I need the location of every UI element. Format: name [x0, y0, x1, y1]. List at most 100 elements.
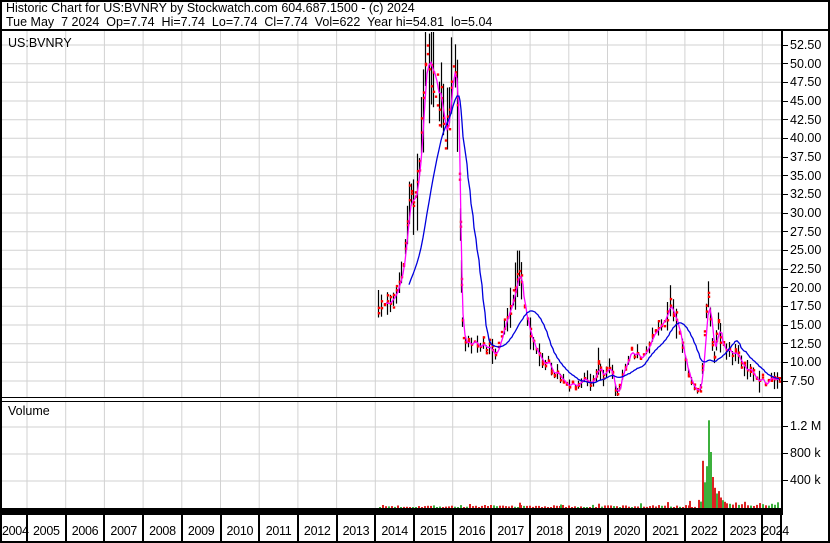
- year-divider: [374, 515, 377, 543]
- volume-tick-mark: [783, 452, 788, 454]
- volume-chart-plot: [2, 402, 781, 514]
- year-label: 2011: [265, 524, 292, 538]
- volume-tick-label: 400 k: [790, 473, 821, 487]
- price-tick-label: 52.50: [790, 38, 822, 52]
- price-tick-label: 35.00: [790, 168, 822, 183]
- volume-tick-label: 1.2 M: [790, 419, 822, 433]
- price-tick-mark: [783, 305, 788, 307]
- volume-axis: 1.2 M 800 k 400 k: [783, 401, 830, 513]
- chart-title: Historic Chart for US:BVNRY by Stockwatc…: [6, 1, 415, 15]
- price-axis: 52.50 50.00 47.50 45.00 42.50 40.00 37.50 35.00…: [783, 31, 830, 397]
- year-label: 2017: [497, 524, 525, 538]
- price-tick-label: 20.00: [790, 280, 822, 295]
- year-label: 2023: [729, 524, 757, 538]
- year-label: 2022: [690, 524, 718, 538]
- volume-tick-mark: [783, 425, 788, 427]
- year-divider: [683, 515, 686, 543]
- price-tick-label: 27.50: [790, 224, 822, 239]
- year-divider: [103, 515, 106, 543]
- price-tick-mark: [783, 249, 788, 251]
- year-label: 2014: [381, 524, 408, 538]
- year-divider: [567, 515, 570, 543]
- price-tick-mark: [783, 137, 788, 139]
- year-divider: [490, 515, 493, 543]
- volume-panel-label: Volume: [8, 404, 50, 418]
- volume-tick-mark: [783, 479, 788, 481]
- price-tick-label: 32.50: [790, 187, 822, 202]
- year-label: 2013: [342, 524, 370, 538]
- year-label: 2016: [458, 524, 486, 538]
- year-divider: [64, 515, 67, 543]
- year-divider: [335, 515, 338, 543]
- year-divider: [780, 515, 782, 543]
- price-tick-mark: [783, 380, 788, 382]
- year-divider: [761, 515, 764, 543]
- price-tick-mark: [783, 324, 788, 326]
- year-divider: [258, 515, 261, 543]
- year-divider: [142, 515, 145, 543]
- year-divider: [529, 515, 532, 543]
- year-divider: [645, 515, 648, 543]
- header-separator: [0, 29, 830, 31]
- year-label: 2004: [2, 524, 29, 538]
- price-tick-label: 7.50: [790, 374, 815, 388]
- price-chart-panel: [2, 31, 781, 398]
- year-divider: [180, 515, 183, 543]
- price-tick-mark: [783, 156, 788, 158]
- price-tick-label: 15.00: [790, 318, 822, 332]
- price-tick-label: 12.50: [790, 336, 822, 351]
- price-tick-label: 37.50: [790, 150, 822, 164]
- price-tick-mark: [783, 212, 788, 214]
- price-tick-label: 30.00: [790, 206, 822, 220]
- volume-chart-panel: [2, 401, 781, 514]
- price-tick-mark: [783, 268, 788, 270]
- price-tick-label: 10.00: [790, 355, 822, 370]
- price-tick-mark: [783, 119, 788, 121]
- year-divider: [219, 515, 222, 543]
- year-label: 2007: [110, 524, 138, 538]
- price-tick-label: 22.50: [790, 262, 822, 276]
- year-divider: [296, 515, 299, 543]
- year-label: 2008: [149, 524, 176, 538]
- price-tick-mark: [783, 63, 788, 65]
- year-divider: [26, 515, 28, 543]
- year-label: 2020: [613, 524, 641, 538]
- volume-tick-label: 800 k: [790, 446, 821, 460]
- year-label: 2012: [303, 524, 331, 538]
- year-label: 2010: [226, 524, 254, 538]
- year-axis: 2004 2005 2006 2007 2008 2009 2010 2011 2012 2013…: [2, 513, 789, 543]
- price-tick-label: 40.00: [790, 131, 822, 146]
- year-label: 2006: [71, 524, 99, 538]
- price-tick-label: 25.00: [790, 243, 822, 258]
- year-label: 2018: [536, 524, 563, 538]
- year-label: 2021: [652, 524, 679, 538]
- price-tick-mark: [783, 287, 788, 289]
- price-tick-label: 50.00: [790, 56, 822, 71]
- price-tick-mark: [783, 44, 788, 46]
- symbol-label: US:BVNRY: [8, 36, 72, 50]
- axis-border: [781, 31, 783, 516]
- year-divider: [606, 515, 609, 543]
- price-tick-mark: [783, 361, 788, 363]
- price-tick-mark: [783, 193, 788, 195]
- price-chart-plot: [2, 31, 781, 397]
- year-label: 2005: [33, 524, 60, 538]
- year-divider: [722, 515, 725, 543]
- year-label: 2015: [420, 524, 447, 538]
- year-divider: [413, 515, 415, 543]
- price-tick-label: 47.50: [790, 75, 822, 90]
- year-label: 2024: [762, 524, 789, 538]
- price-tick-label: 17.50: [790, 299, 822, 314]
- year-label: 2009: [187, 524, 215, 538]
- year-label: 2019: [574, 524, 602, 538]
- price-tick-mark: [783, 231, 788, 233]
- quote-summary-line: Tue May 7 2024 Op=7.74 Hi=7.74 Lo=7.74 C…: [6, 15, 493, 29]
- price-tick-mark: [783, 343, 788, 345]
- price-tick-mark: [783, 175, 788, 177]
- price-tick-mark: [783, 81, 788, 83]
- year-divider: [451, 515, 454, 543]
- price-tick-label: 45.00: [790, 94, 822, 108]
- price-tick-mark: [783, 100, 788, 102]
- price-tick-label: 42.50: [790, 112, 822, 127]
